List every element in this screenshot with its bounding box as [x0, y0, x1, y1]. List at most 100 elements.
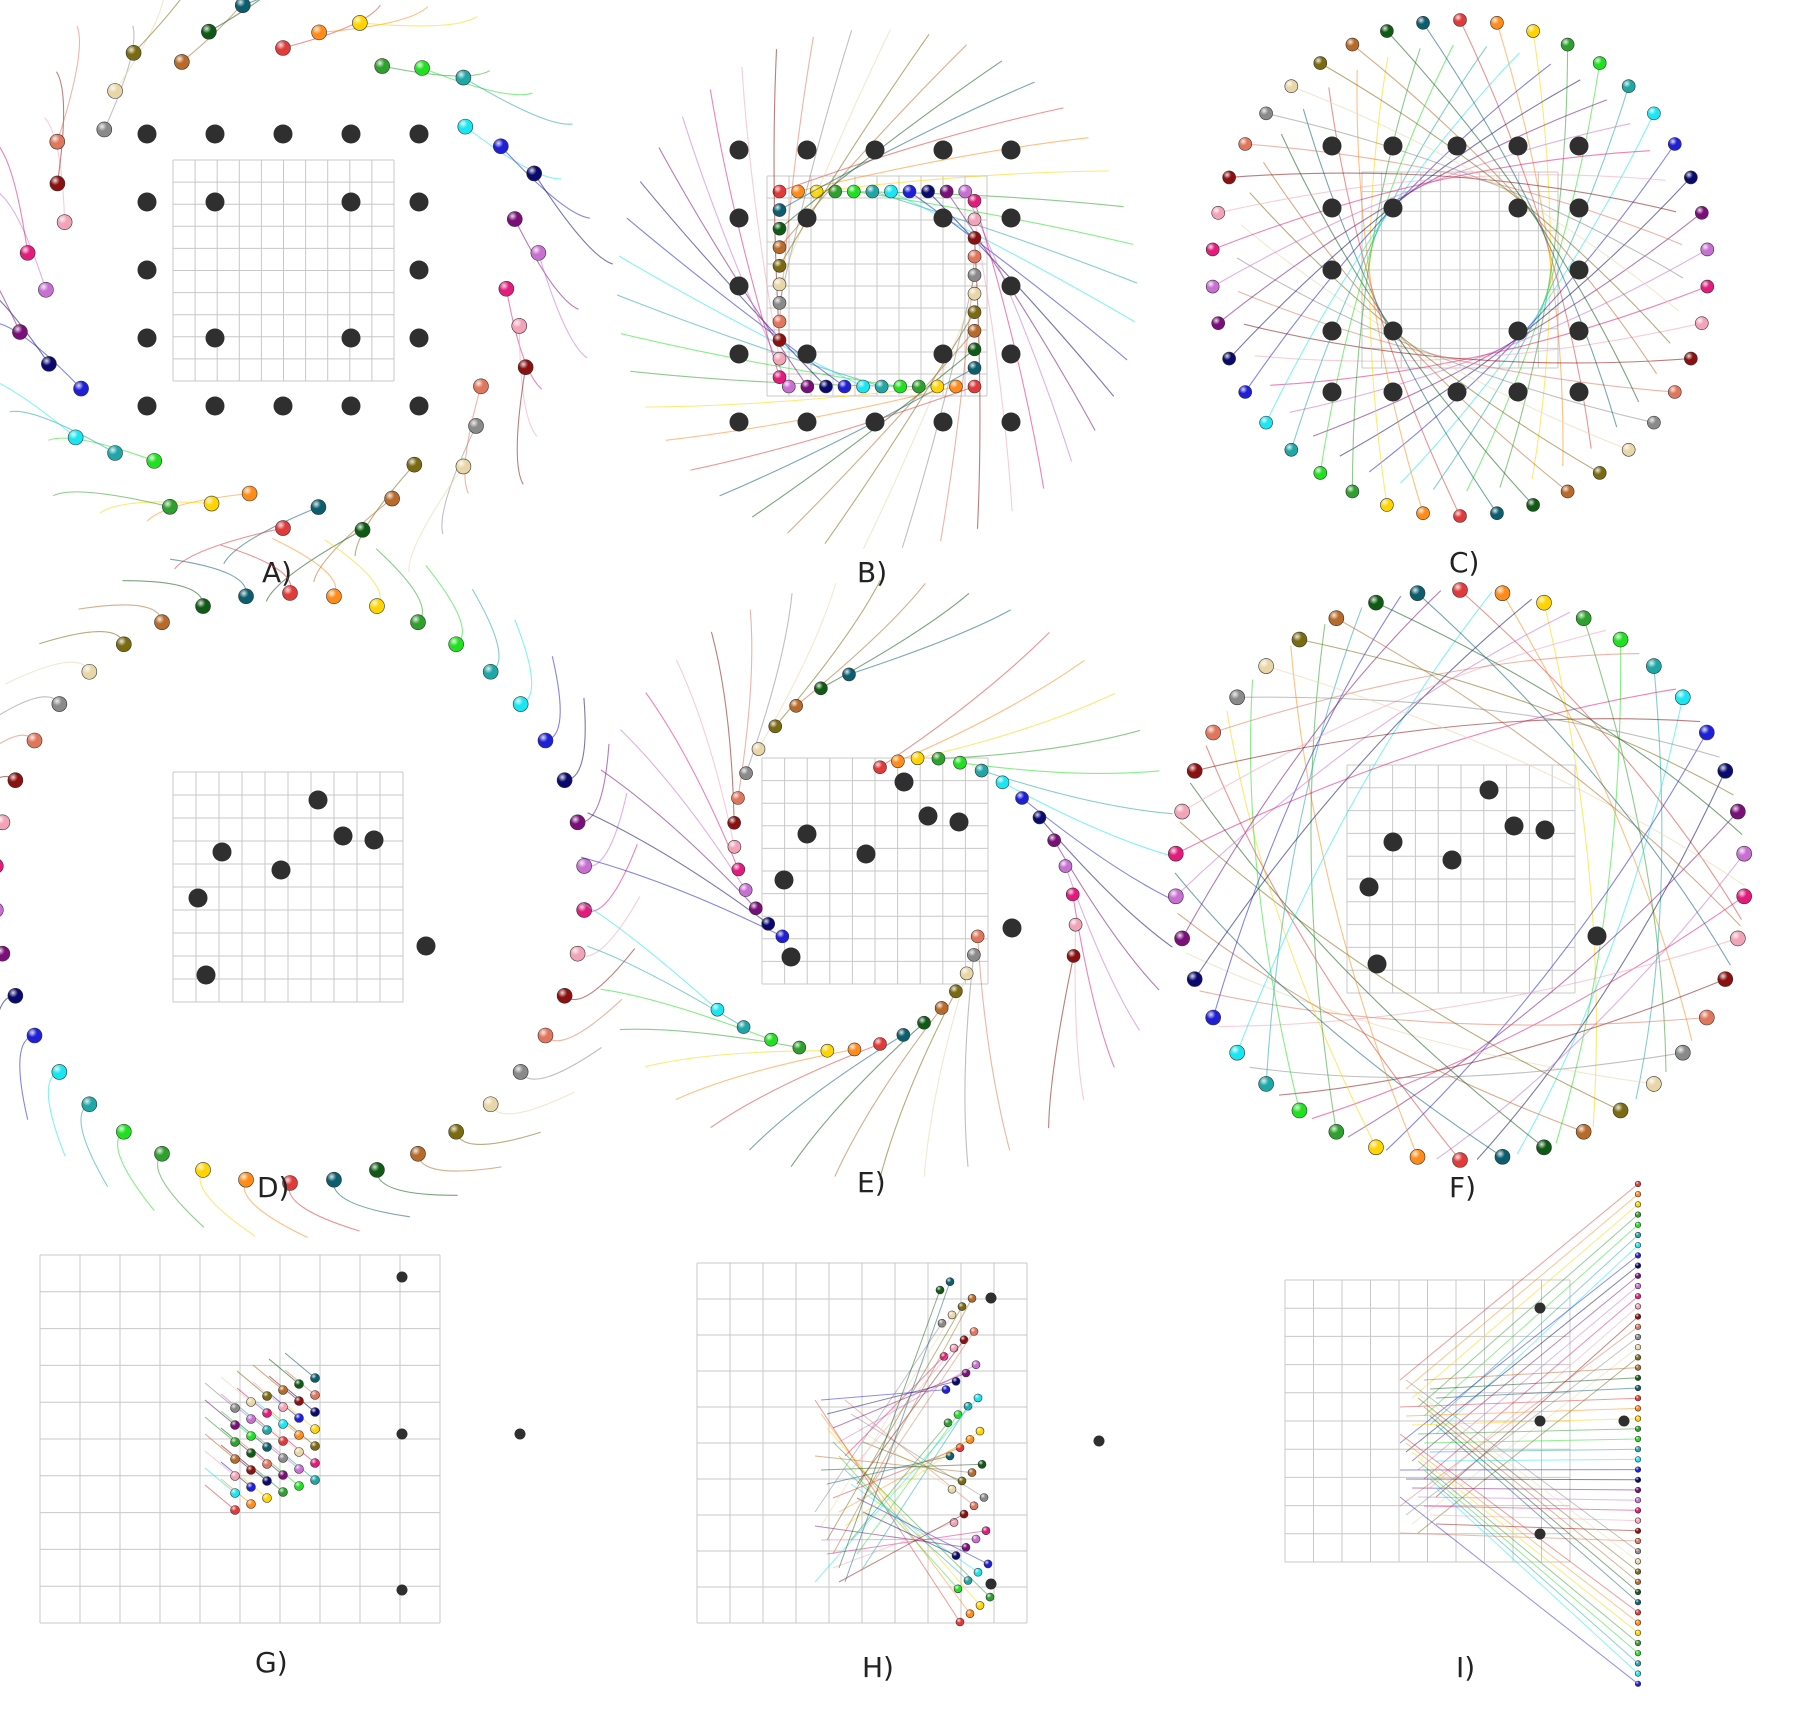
particle [203, 495, 220, 512]
particle [967, 305, 982, 320]
particle-trail [1218, 174, 1666, 214]
particle [374, 58, 390, 74]
particle [949, 1343, 959, 1353]
obstacle [985, 1578, 997, 1590]
particle [1490, 15, 1504, 30]
particle-trail [1265, 607, 1363, 1084]
particle-trail [157, 1153, 205, 1228]
particle [7, 987, 24, 1004]
obstacle [894, 772, 914, 792]
particle-trail [0, 382, 76, 438]
obstacle [1322, 136, 1342, 156]
obstacle [333, 826, 353, 846]
particle-trail [1417, 1460, 1639, 1644]
particle [1634, 1344, 1642, 1351]
particle [262, 1425, 272, 1435]
particle [893, 379, 908, 394]
particle [246, 1414, 256, 1424]
particle [49, 133, 66, 150]
particle [67, 429, 84, 446]
particle [1259, 415, 1273, 430]
particle [1313, 466, 1328, 480]
particle-trail [1179, 821, 1621, 1111]
particle [970, 929, 985, 944]
particle [1536, 594, 1552, 611]
particle-trail [1185, 952, 1654, 1085]
particle-trail [1405, 1265, 1639, 1453]
particle [1291, 631, 1308, 648]
obstacle [205, 396, 225, 416]
particle [275, 520, 291, 536]
particle [1238, 137, 1253, 151]
particle [921, 184, 935, 199]
particle [731, 862, 746, 877]
particle [1015, 791, 1029, 805]
particle-trail [1429, 1234, 1639, 1426]
particle [1238, 385, 1253, 399]
particle-trail [675, 659, 735, 847]
particle [1736, 888, 1753, 905]
particle [1380, 498, 1394, 512]
particle-trail [927, 191, 1115, 397]
particle [828, 184, 843, 199]
panel-b-grid [766, 175, 988, 397]
particle [354, 522, 371, 538]
panel-d: D) [0, 537, 641, 1239]
particle-trail [0, 193, 47, 290]
obstacle [341, 124, 361, 144]
particle-trail [204, 1450, 236, 1477]
particle-trail [964, 191, 1073, 462]
obstacle [1093, 1435, 1105, 1447]
particle [1634, 1446, 1642, 1453]
particle [556, 772, 573, 789]
particle-trail [1417, 1357, 1639, 1534]
particle [1490, 506, 1504, 521]
obstacle [1383, 136, 1403, 156]
particle [41, 356, 57, 372]
particle [1259, 106, 1273, 121]
particle [953, 755, 967, 770]
particle [1634, 1486, 1642, 1494]
particle [951, 1377, 961, 1386]
particle [569, 814, 586, 831]
particle-trail [518, 325, 538, 437]
particle [51, 696, 68, 712]
particle [1694, 316, 1709, 330]
obstacle [1508, 136, 1528, 156]
particle [945, 1277, 955, 1286]
particle-trail [814, 1525, 967, 1548]
particle-trail [820, 1538, 977, 1541]
particle-trail [333, 1179, 410, 1218]
particle [246, 1431, 256, 1441]
particle [837, 379, 852, 394]
particle [1634, 1354, 1642, 1361]
particle-trail [1189, 782, 1545, 1148]
particle-trail [658, 147, 808, 387]
particle [311, 24, 327, 41]
particle [154, 1145, 170, 1162]
particle [26, 1027, 43, 1044]
particle [278, 1402, 288, 1412]
particle [125, 45, 142, 61]
particle-trail [820, 1413, 971, 1614]
particle [1416, 506, 1430, 521]
particle [1675, 689, 1691, 706]
particle [1634, 1231, 1642, 1239]
particle-trail [99, 501, 212, 514]
obstacle [1383, 832, 1403, 852]
particle-trail [1320, 62, 1671, 344]
particle-trail [1399, 1433, 1639, 1613]
particle [174, 54, 190, 70]
particle [294, 1379, 304, 1389]
particle [262, 1459, 272, 1469]
particle-trail [1181, 629, 1607, 813]
particle-trail [741, 66, 781, 359]
particle [941, 1385, 951, 1394]
particle-trail [376, 1169, 458, 1196]
particle-trail [545, 656, 561, 742]
particle [0, 814, 11, 831]
particle-trail [48, 437, 155, 462]
particle-trail [1423, 1295, 1639, 1480]
particle [967, 286, 982, 301]
particle-trail [204, 1467, 236, 1494]
